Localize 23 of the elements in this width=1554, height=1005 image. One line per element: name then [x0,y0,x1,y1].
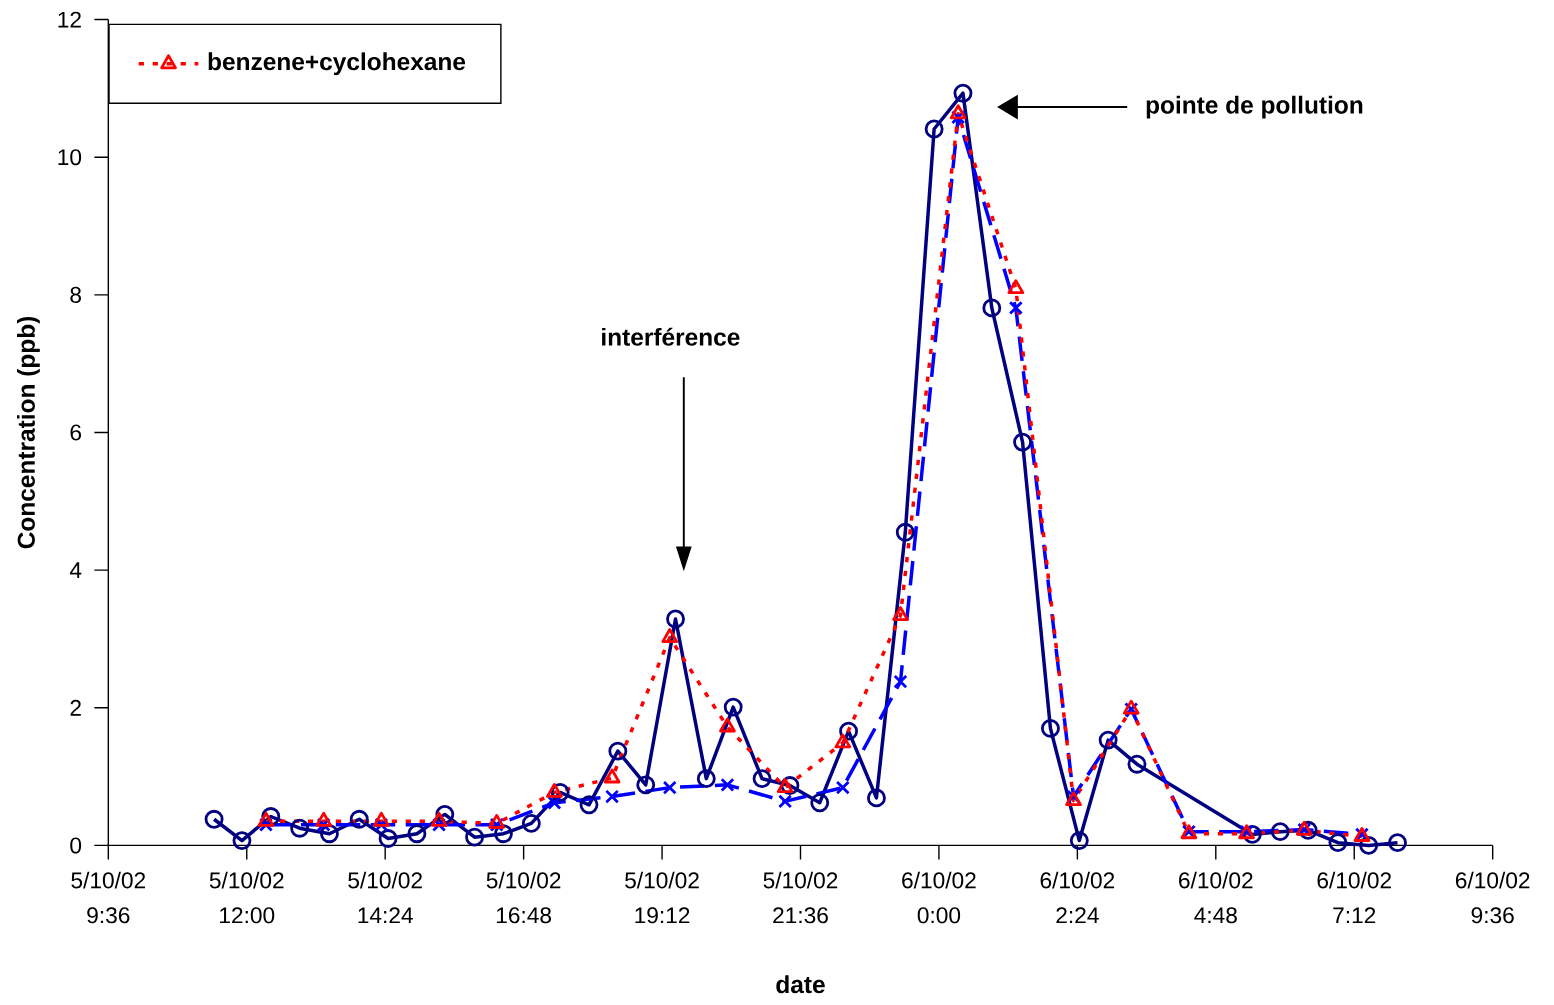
y-tick-label: 2 [70,699,81,716]
x-tick-label: 5/10/02 21:36 [763,871,838,924]
x-tick-label: 6/10/02 4:48 [1179,871,1253,924]
x-tick-label: 6/10/02 9:36 [1455,871,1530,924]
legend-label: benzene+cyclohexane [208,52,466,76]
x-tick-label: 5/10/02 9:36 [71,871,146,924]
annotation: pointe de pollution [1146,95,1363,119]
y-tick-label: 12 [58,11,81,28]
x-tick-label: 6/10/02 2:24 [1040,871,1115,924]
y-tick-label: 8 [70,286,81,303]
annotation: interférence [602,327,740,346]
x-tick-label: 6/10/02 0:00 [902,871,976,924]
y-axis-title: Concentration (ppb) [17,317,40,549]
y-tick-label: 4 [69,562,82,579]
x-axis-title: date [776,975,825,994]
x-tick-label: 5/10/02 16:48 [486,871,561,924]
y-tick-label: 0 [70,837,82,854]
y-tick-label: 6 [70,424,81,441]
x-tick-label: 5/10/02 19:12 [625,871,699,924]
x-tick-label: 6/10/02 7:12 [1317,871,1391,924]
y-tick-label: 10 [58,149,82,166]
x-tick-label: 5/10/02 14:24 [348,871,422,924]
x-tick-label: 5/10/02 12:00 [209,871,284,924]
